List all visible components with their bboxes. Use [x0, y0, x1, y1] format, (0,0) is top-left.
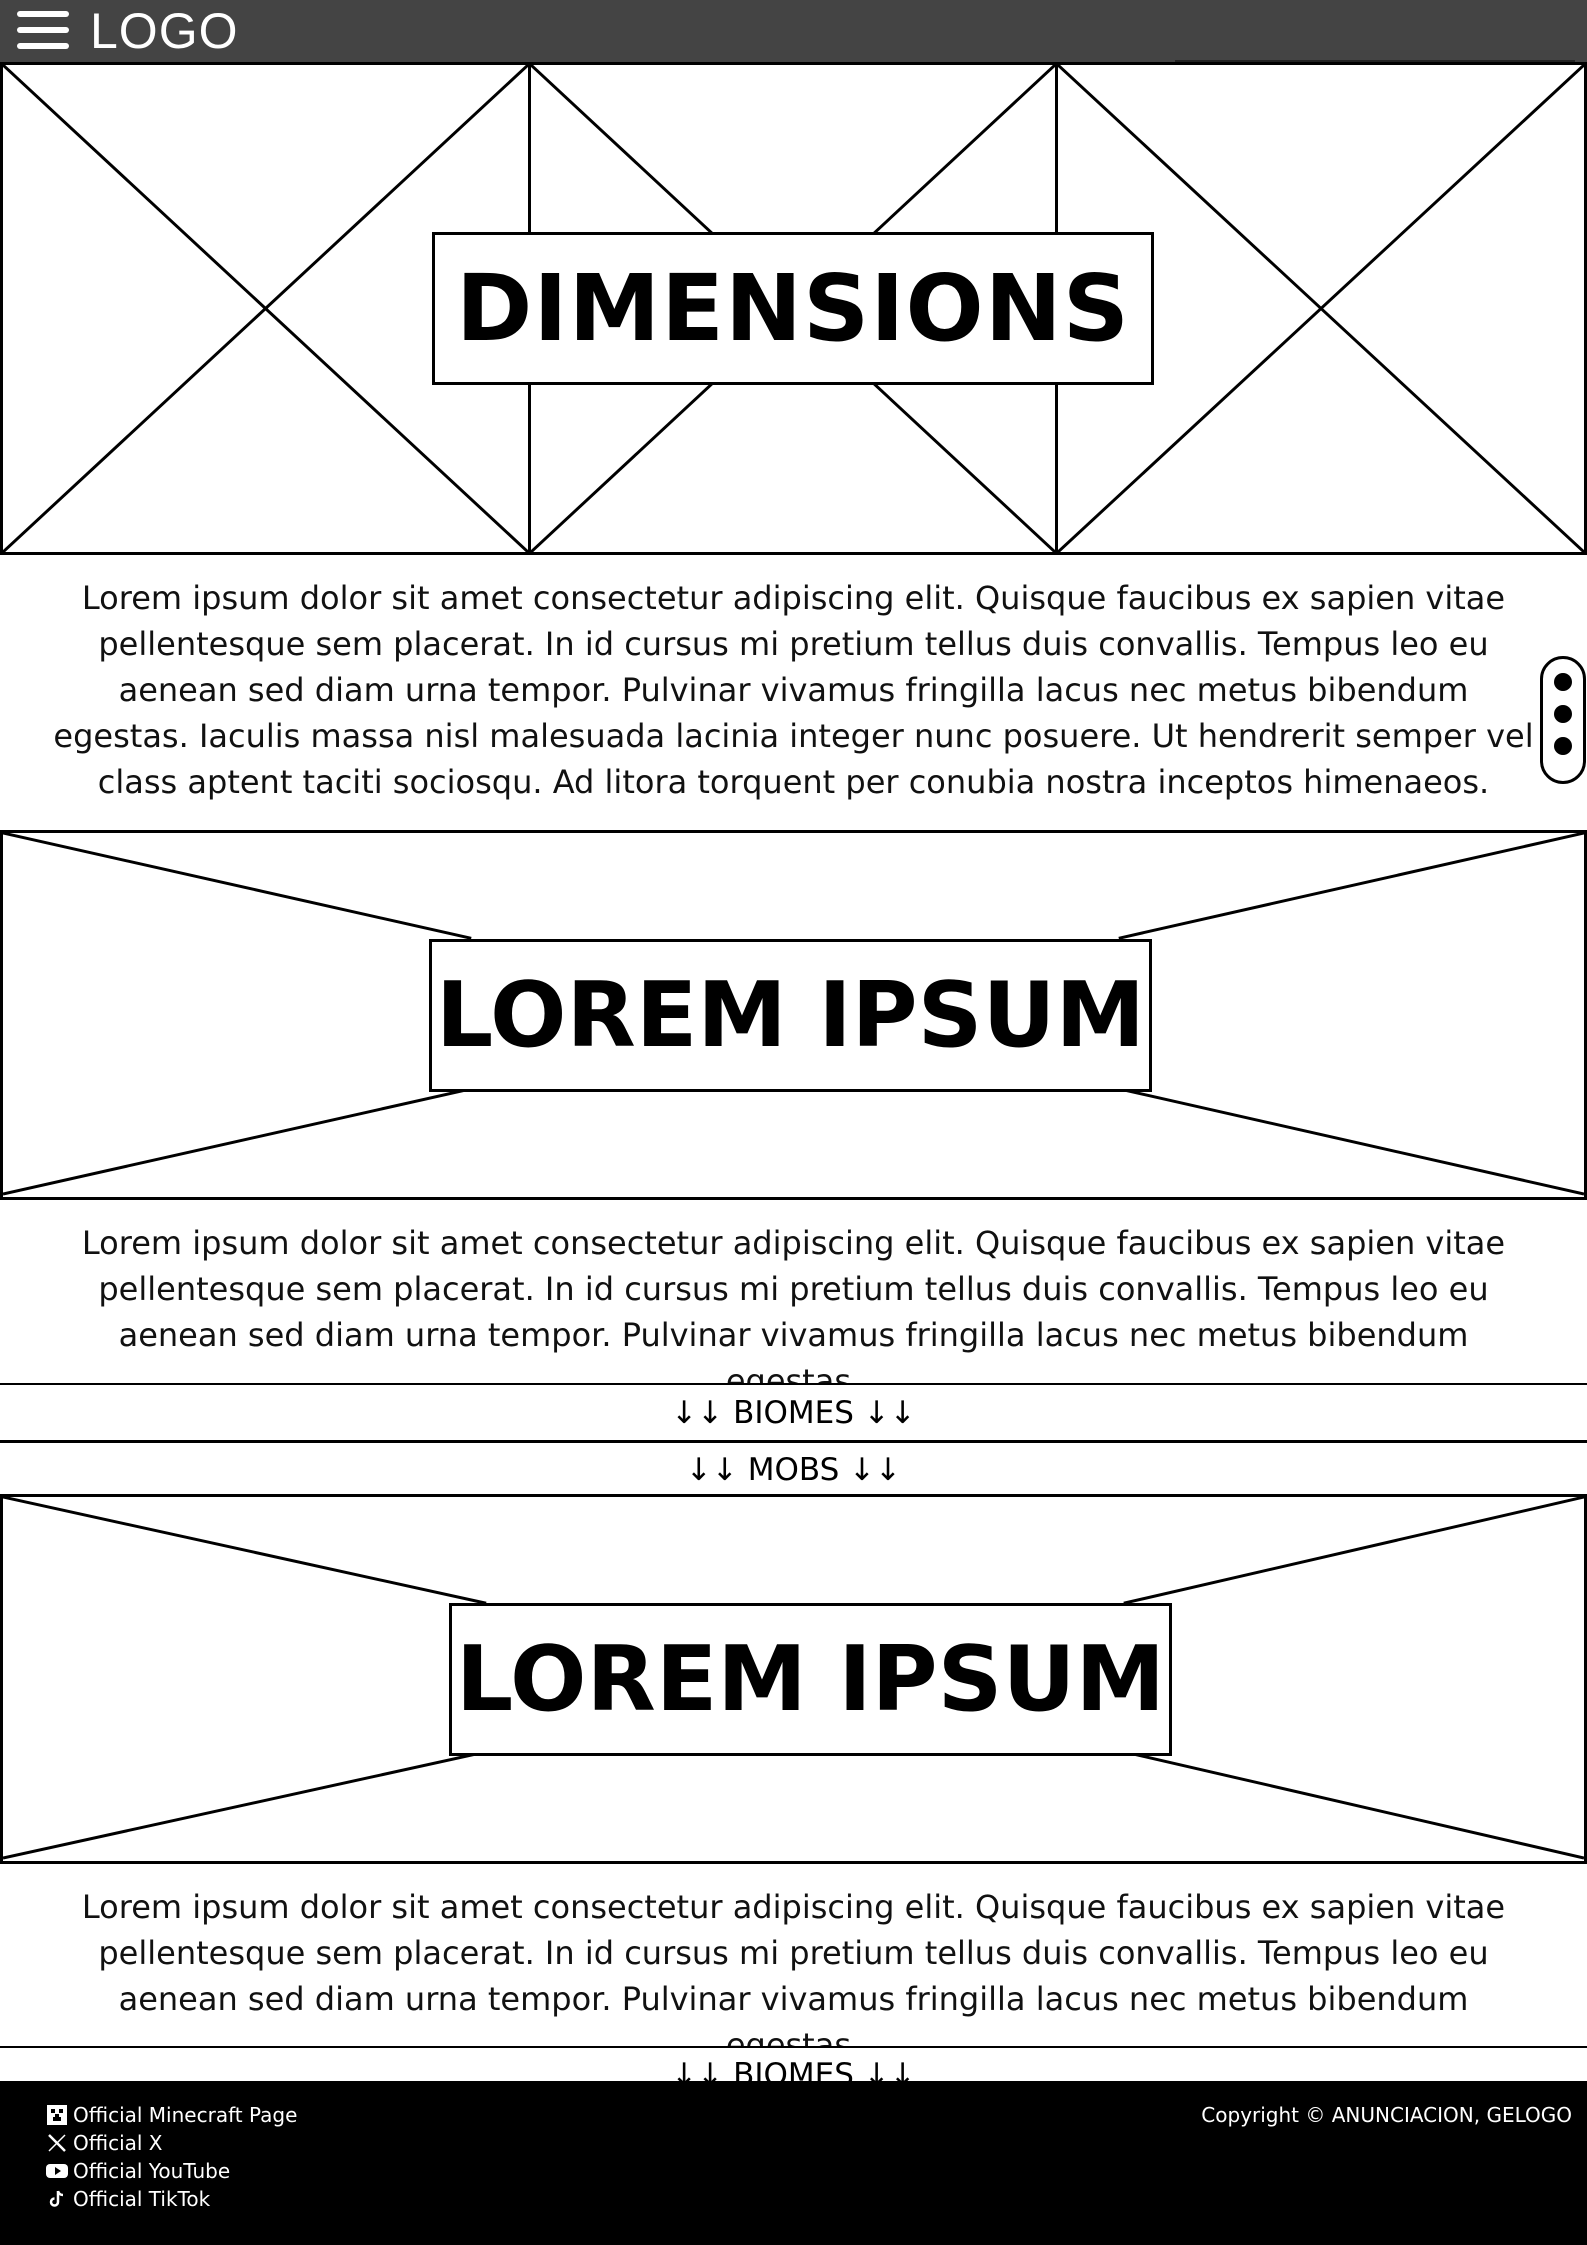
footer-link-label: Official YouTube [73, 2159, 231, 2183]
section-paragraph-2: Lorem ipsum dolor sit amet consectetur a… [81, 1224, 1506, 1400]
footer-link-youtube[interactable]: Official YouTube [46, 2157, 297, 2185]
footer-link-label: Official Minecraft Page [73, 2103, 298, 2127]
youtube-icon [46, 2160, 68, 2182]
section-title-lorem-2: LOREM IPSUM [449, 1603, 1172, 1756]
footer-link-minecraft[interactable]: Official Minecraft Page [46, 2101, 297, 2129]
menu-icon[interactable] [17, 9, 69, 51]
minecraft-icon [46, 2104, 68, 2126]
footer-link-tiktok[interactable]: Official TikTok [46, 2185, 297, 2213]
footer-link-x[interactable]: Official X [46, 2129, 297, 2157]
top-header: LOGO [0, 0, 1587, 62]
header-divider [1175, 60, 1575, 62]
footer-copyright: Copyright © ANUNCIACION, GELOGO [1201, 2103, 1572, 2127]
site-logo[interactable]: LOGO [90, 3, 239, 59]
section-title-lorem-1: LOREM IPSUM [429, 939, 1152, 1092]
section-paragraph-1: Lorem ipsum dolor sit amet consectetur a… [53, 579, 1534, 801]
biomes-link[interactable]: ↓↓ BIOMES ↓↓ [0, 1383, 1587, 1442]
more-options-pill[interactable] [1540, 656, 1586, 784]
pill-dot-icon [1554, 705, 1572, 723]
mobs-link[interactable]: ↓↓ MOBS ↓↓ [0, 1441, 1587, 1498]
footer-link-label: Official X [73, 2131, 163, 2155]
footer-link-label: Official TikTok [73, 2187, 211, 2211]
footer-links: Official Minecraft Page Official X Offic… [46, 2101, 297, 2213]
pill-dot-icon [1554, 737, 1572, 755]
hero-image-placeholder-1 [0, 62, 531, 555]
section-paragraph-3: Lorem ipsum dolor sit amet consectetur a… [81, 1888, 1506, 2064]
site-footer: Official Minecraft Page Official X Offic… [0, 2081, 1587, 2245]
x-icon [46, 2132, 68, 2154]
pill-dot-icon [1554, 673, 1572, 691]
tiktok-icon [46, 2188, 68, 2210]
section-title-dimensions: DIMENSIONS [432, 232, 1154, 385]
